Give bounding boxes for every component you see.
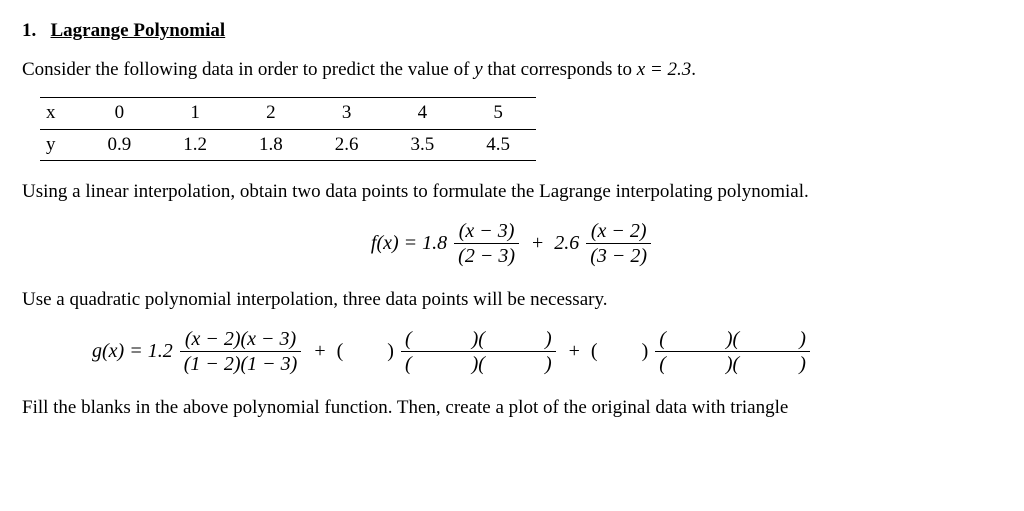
- y-val: 4.5: [460, 129, 536, 161]
- fx-c1: 1.8: [422, 229, 447, 257]
- gx-blank-coef-2: (): [337, 337, 394, 365]
- fx-t1-num: (x − 3): [454, 220, 519, 244]
- intro-mid: that corresponds to: [483, 59, 637, 80]
- gx-t3-den: ( )( ): [655, 352, 810, 375]
- fx-t1-den: (2 − 3): [454, 244, 519, 267]
- fx-term1: (x − 3) (2 − 3): [454, 220, 519, 267]
- fx-t2-num: (x − 2): [586, 220, 651, 244]
- fx-equation: f(x) = 1.8 (x − 3) (2 − 3) + 2.6 (x − 2)…: [22, 220, 1002, 267]
- gx-term2: ( )( ) ( )( ): [401, 328, 556, 375]
- gx-equation: g(x) = 1.2 (x − 2)(x − 3) (1 − 2)(1 − 3)…: [92, 328, 1002, 375]
- x-val: 3: [309, 98, 385, 130]
- fx-t2-den: (3 − 2): [586, 244, 651, 267]
- x-val: 4: [385, 98, 461, 130]
- x-val: 1: [157, 98, 233, 130]
- quadratic-text: Use a quadratic polynomial interpolation…: [22, 287, 1002, 314]
- x-val: 5: [460, 98, 536, 130]
- table-row: y 0.9 1.2 1.8 2.6 3.5 4.5: [40, 129, 536, 161]
- intro-suffix: .: [691, 59, 696, 80]
- gx-t1-den: (1 − 2)(1 − 3): [180, 352, 302, 375]
- section-number: 1.: [22, 20, 36, 41]
- table-row: x 0 1 2 3 4 5: [40, 98, 536, 130]
- gx-term3: ( )( ) ( )( ): [655, 328, 810, 375]
- intro-prefix: Consider the following data in order to …: [22, 59, 474, 80]
- y-val: 3.5: [385, 129, 461, 161]
- linear-text: Using a linear interpolation, obtain two…: [22, 179, 1002, 206]
- gx-lhs: g(x) =: [92, 337, 143, 365]
- y-val: 0.9: [82, 129, 158, 161]
- plus-sign: +: [569, 337, 580, 365]
- gx-t2-den: ( )( ): [401, 352, 556, 375]
- x-val: 2: [233, 98, 309, 130]
- data-table: x 0 1 2 3 4 5 y 0.9 1.2 1.8 2.6 3.5 4.5: [40, 97, 536, 161]
- section-title: Lagrange Polynomial: [51, 20, 226, 41]
- gx-t1-num: (x − 2)(x − 3): [180, 328, 302, 352]
- y-label: y: [40, 129, 82, 161]
- intro-paragraph: Consider the following data in order to …: [22, 57, 1002, 84]
- fx-c2: 2.6: [554, 229, 579, 257]
- plus-sign: +: [314, 337, 325, 365]
- y-val: 1.2: [157, 129, 233, 161]
- gx-t2-num: ( )( ): [401, 328, 556, 352]
- gx-t3-num: ( )( ): [655, 328, 810, 352]
- y-val: 2.6: [309, 129, 385, 161]
- intro-eq: x = 2.3: [637, 59, 692, 80]
- fx-lhs: f(x) =: [371, 229, 417, 257]
- plus-sign: +: [532, 229, 543, 257]
- heading: 1. Lagrange Polynomial: [22, 18, 1002, 45]
- fx-term2: (x − 2) (3 − 2): [586, 220, 651, 267]
- intro-var-y: y: [474, 59, 482, 80]
- x-label: x: [40, 98, 82, 130]
- gx-c1: 1.2: [148, 337, 173, 365]
- x-val: 0: [82, 98, 158, 130]
- y-val: 1.8: [233, 129, 309, 161]
- gx-term1: (x − 2)(x − 3) (1 − 2)(1 − 3): [180, 328, 302, 375]
- gx-blank-coef-3: (): [591, 337, 648, 365]
- fill-text: Fill the blanks in the above polynomial …: [22, 395, 1002, 422]
